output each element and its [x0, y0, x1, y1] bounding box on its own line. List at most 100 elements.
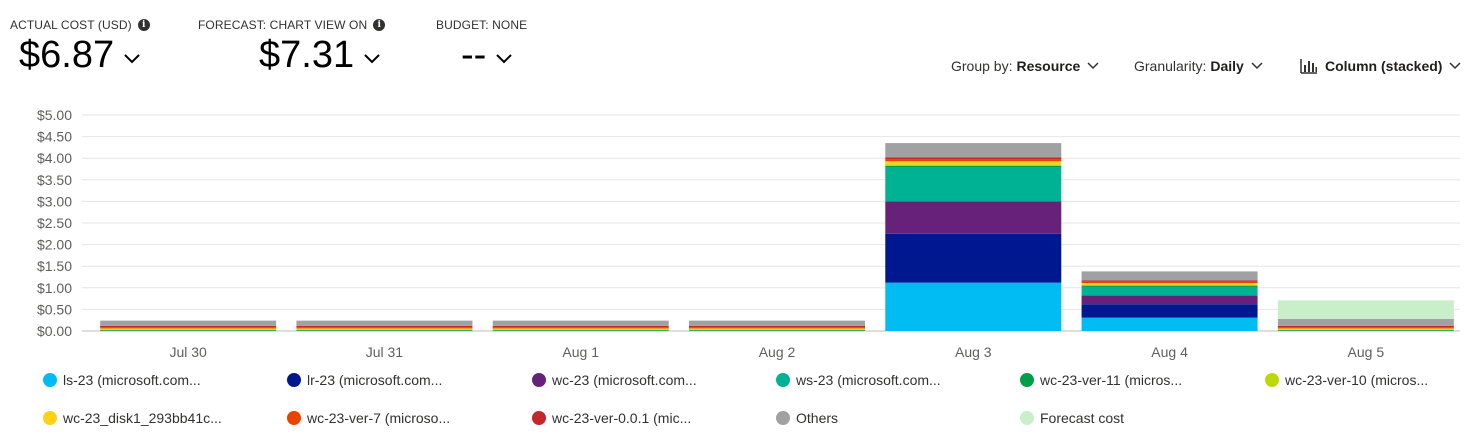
bar-segment[interactable]	[689, 325, 865, 328]
bar-segment[interactable]	[1277, 327, 1454, 329]
legend-item[interactable]: Forecast cost	[1020, 410, 1124, 426]
bar-segment[interactable]	[1277, 300, 1454, 319]
kpi-actual-value: $6.87	[19, 34, 115, 76]
bar-segment[interactable]	[492, 325, 669, 328]
legend-item[interactable]: wc-23-ver-7 (microso...	[287, 410, 450, 426]
bar-segment[interactable]	[885, 164, 1062, 166]
chevron-down-icon	[1087, 62, 1099, 70]
bar-segment[interactable]	[1081, 286, 1258, 296]
bar-segment[interactable]	[689, 328, 865, 330]
kpi-budget-value-wrap[interactable]: --	[461, 34, 513, 77]
kpi-forecast-label-wrap: FORECAST: CHART VIEW ON i	[198, 18, 386, 32]
bar-segment[interactable]	[1081, 284, 1258, 286]
legend-item[interactable]: ws-23 (microsoft.com...	[776, 372, 941, 388]
legend-item[interactable]: wc-23_disk1_293bb41c...	[43, 410, 222, 426]
bar-segment[interactable]	[492, 329, 669, 331]
bar-segment[interactable]	[1081, 271, 1258, 281]
bar-segment[interactable]	[1081, 295, 1258, 305]
granularity-dropdown[interactable]: Granularity: Daily	[1134, 58, 1263, 74]
legend-item[interactable]: wc-23-ver-10 (micros...	[1265, 372, 1428, 388]
bar-segment[interactable]	[689, 329, 865, 331]
y-tick-label: $0.00	[37, 323, 72, 339]
legend-label: Forecast cost	[1040, 410, 1125, 426]
group-by-label: Group by:	[951, 58, 1013, 74]
chevron-down-icon[interactable]	[496, 53, 513, 66]
info-icon[interactable]: i	[137, 19, 150, 31]
info-icon[interactable]: i	[373, 19, 386, 31]
bar-segment[interactable]	[1277, 318, 1454, 326]
bar-segment[interactable]	[1277, 330, 1454, 331]
y-tick-label: $4.50	[37, 129, 72, 145]
bar-segment[interactable]	[100, 329, 277, 331]
legend-item[interactable]: lr-23 (microsoft.com...	[287, 372, 442, 388]
column-chart-icon	[1300, 58, 1318, 74]
bar-segment[interactable]	[885, 233, 1062, 283]
kpi-actual-label-wrap: ACTUAL COST (USD) i	[10, 18, 150, 32]
bar-segment[interactable]	[492, 328, 669, 330]
bar-segment[interactable]	[296, 327, 473, 329]
legend-label: wc-23-ver-7 (microso...	[307, 410, 451, 426]
y-tick-label: $1.00	[37, 280, 72, 296]
bar-segment[interactable]	[492, 330, 669, 331]
legend-item[interactable]: wc-23 (microsoft.com...	[532, 372, 697, 388]
legend-item[interactable]: wc-23-ver-0.0.1 (mic...	[532, 410, 691, 426]
legend-item[interactable]: Others	[776, 410, 838, 426]
y-tick-label: $5.00	[37, 107, 72, 123]
bar-segment[interactable]	[1081, 285, 1258, 287]
bar-segment[interactable]	[296, 329, 473, 331]
bar-segment[interactable]	[1081, 281, 1258, 284]
x-tick-label: Jul 30	[169, 344, 207, 360]
bar-segment[interactable]	[1081, 280, 1258, 282]
bar-segment[interactable]	[100, 327, 277, 329]
bar-segment[interactable]	[100, 328, 277, 330]
y-tick-label: $2.50	[37, 215, 72, 231]
bar-segment[interactable]	[100, 330, 277, 331]
bar-segment[interactable]	[1277, 325, 1454, 328]
bar-segment[interactable]	[885, 167, 1062, 202]
bar-segment[interactable]	[296, 328, 473, 330]
bar-segment[interactable]	[1081, 304, 1258, 318]
chevron-down-icon[interactable]	[364, 53, 380, 66]
legend-label: ls-23 (microsoft.com...	[63, 372, 201, 388]
legend-item[interactable]: ls-23 (microsoft.com...	[43, 372, 201, 388]
legend-swatch	[532, 373, 546, 387]
chart-type-dropdown[interactable]: Column (stacked)	[1300, 58, 1461, 74]
granularity-value: Daily	[1210, 58, 1244, 74]
bar-segment[interactable]	[1277, 328, 1454, 330]
kpi-actual-value-wrap[interactable]: $6.87	[19, 34, 140, 77]
bar-segment[interactable]	[689, 330, 865, 331]
bar-segment[interactable]	[885, 143, 1062, 158]
bar-segment[interactable]	[689, 327, 865, 329]
bar-segment[interactable]	[885, 159, 1062, 162]
bar-segment[interactable]	[885, 157, 1062, 160]
kpi-budget-value: --	[461, 34, 487, 76]
bar-segment[interactable]	[100, 325, 277, 328]
x-tick-label: Jul 31	[366, 344, 404, 360]
y-tick-label: $1.50	[37, 258, 72, 274]
bar-segment[interactable]	[296, 320, 473, 326]
bar-segment[interactable]	[689, 320, 865, 326]
chevron-down-icon[interactable]	[124, 53, 140, 66]
legend-label: wc-23-ver-0.0.1 (mic...	[552, 410, 692, 426]
group-by-dropdown[interactable]: Group by: Resource	[951, 58, 1099, 74]
bar-segment[interactable]	[885, 201, 1062, 234]
kpi-forecast-value-wrap[interactable]: $7.31	[259, 34, 380, 77]
bar-segment[interactable]	[296, 325, 473, 328]
bar-segment[interactable]	[296, 330, 473, 331]
bar-segment[interactable]	[1277, 329, 1454, 331]
bar-segment[interactable]	[885, 165, 1062, 168]
bar-segment[interactable]	[100, 320, 277, 326]
bar-segment[interactable]	[885, 161, 1062, 165]
legend-item[interactable]: wc-23-ver-11 (micros...	[1020, 372, 1182, 388]
bar-segment[interactable]	[1081, 317, 1258, 331]
bar-segment[interactable]	[492, 327, 669, 329]
legend-swatch	[1265, 373, 1279, 387]
bar-segment[interactable]	[492, 320, 669, 326]
granularity-label: Granularity:	[1134, 58, 1207, 74]
bar-segment[interactable]	[885, 282, 1062, 331]
legend-swatch	[287, 411, 301, 425]
legend-swatch	[43, 411, 57, 425]
legend-swatch	[1020, 411, 1034, 425]
bar-segment[interactable]	[1081, 283, 1258, 285]
